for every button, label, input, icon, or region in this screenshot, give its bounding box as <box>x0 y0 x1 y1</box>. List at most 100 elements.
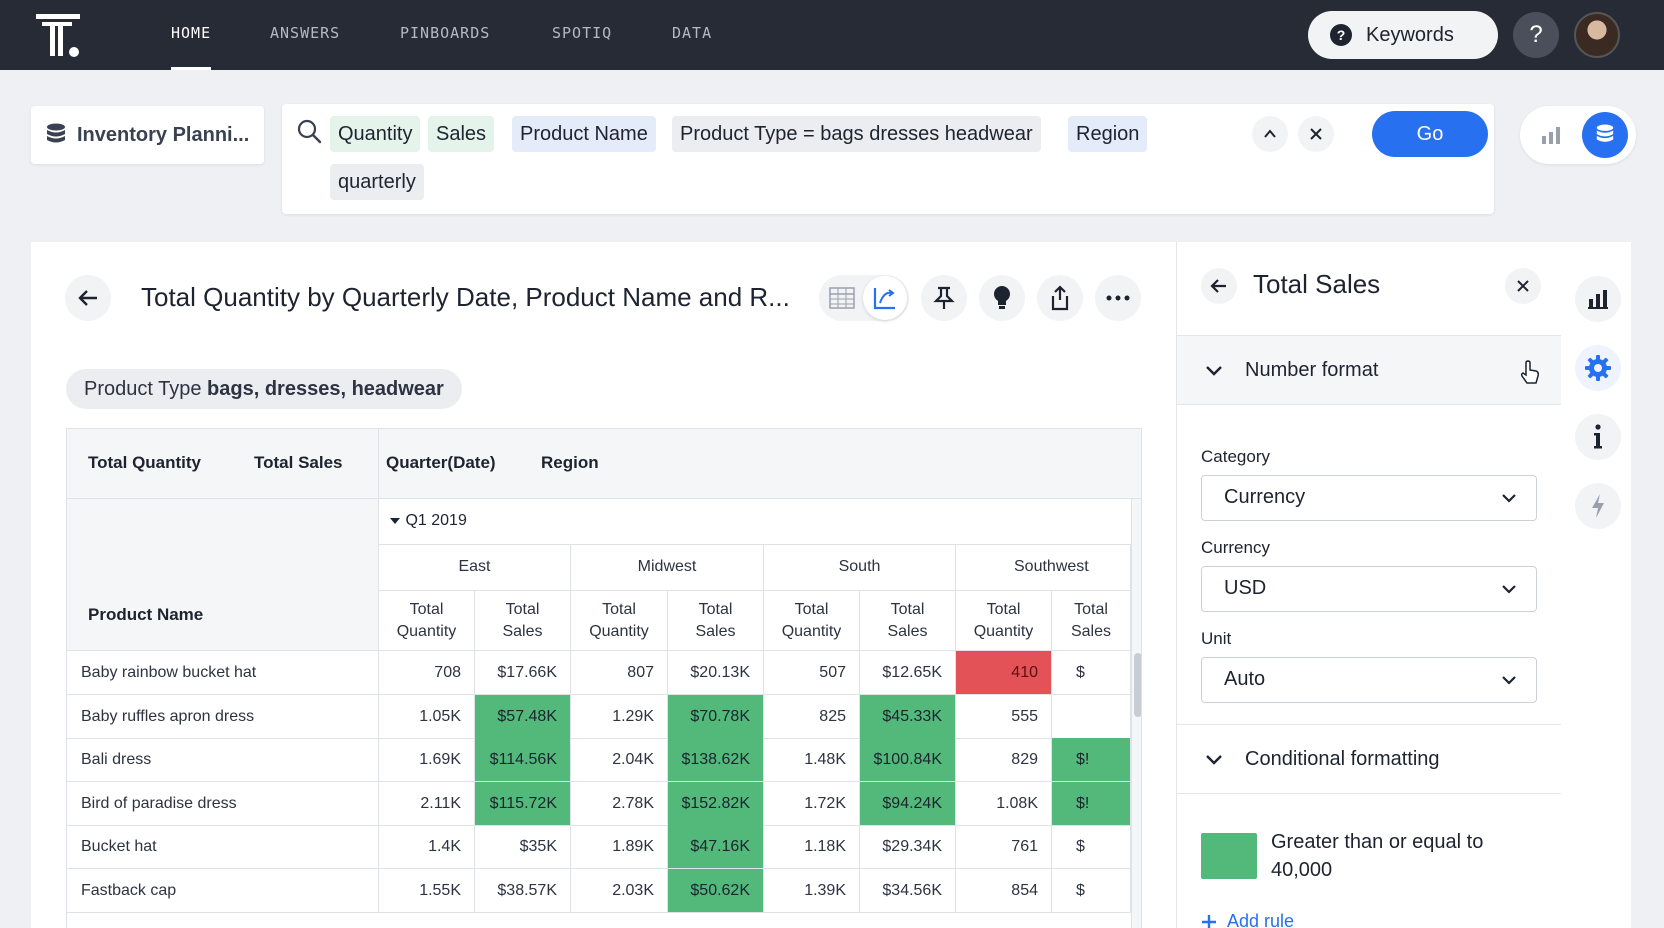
table-cell[interactable]: $70.78K <box>668 695 764 739</box>
table-cell[interactable]: $114.56K <box>475 738 571 782</box>
data-mode-button[interactable] <box>1582 112 1628 158</box>
number-format-section-header[interactable]: Number format <box>1177 335 1562 405</box>
user-avatar[interactable] <box>1574 12 1620 58</box>
table-cell[interactable]: 807 <box>571 651 668 695</box>
table-cell[interactable]: $34.56K <box>860 869 956 913</box>
collapse-search-button[interactable] <box>1252 116 1288 152</box>
go-button[interactable]: Go <box>1372 111 1488 157</box>
table-cell[interactable]: $152.82K <box>668 782 764 826</box>
table-cell[interactable]: $138.62K <box>668 738 764 782</box>
table-cell[interactable]: 1.48K <box>764 738 860 782</box>
conditional-formatting-section-header[interactable]: Conditional formatting <box>1177 724 1562 794</box>
metric-header-total-sales[interactable]: Total Sales <box>668 591 764 651</box>
column-header-total-quantity[interactable]: Total Quantity <box>88 453 202 472</box>
metric-header-total-quantity[interactable]: Total Quantity <box>956 591 1052 651</box>
clear-search-button[interactable] <box>1298 116 1334 152</box>
row-product-name[interactable]: Bucket hat <box>67 825 379 869</box>
chart-mode-button[interactable] <box>1534 118 1568 152</box>
table-cell[interactable]: $57.48K <box>475 695 571 739</box>
row-product-name[interactable]: Bali dress <box>67 738 379 782</box>
row-product-name[interactable]: Baby rainbow bucket hat <box>67 651 379 695</box>
settings-button[interactable] <box>1575 345 1621 391</box>
search-token-quarterly[interactable]: quarterly <box>330 164 424 200</box>
keywords-button[interactable]: ? Keywords <box>1308 11 1498 59</box>
table-cell[interactable]: $35K <box>475 825 571 869</box>
table-cell[interactable]: 854 <box>956 869 1052 913</box>
table-cell[interactable]: $ <box>1052 825 1131 869</box>
nav-pinboards[interactable]: PINBOARDS <box>400 24 491 42</box>
table-cell[interactable]: 2.04K <box>571 738 668 782</box>
currency-select[interactable]: USD <box>1201 566 1537 612</box>
filter-chip-product-type[interactable]: Product Type bags, dresses, headwear <box>66 369 462 409</box>
table-cell[interactable]: 2.11K <box>379 782 475 826</box>
conditional-rule-text[interactable]: Greater than or equal to 40,000 <box>1271 831 1484 881</box>
search-bar[interactable]: Quantity Sales Product Name Product Type… <box>282 104 1494 214</box>
table-cell[interactable]: $47.16K <box>668 825 764 869</box>
share-button[interactable] <box>1037 275 1083 321</box>
help-button[interactable]: ? <box>1513 12 1559 58</box>
metric-header-total-quantity[interactable]: Total Quantity <box>379 591 475 651</box>
table-cell[interactable]: 1.72K <box>764 782 860 826</box>
table-cell[interactable]: 1.89K <box>571 825 668 869</box>
quarter-group-row[interactable]: Q1 2019 <box>379 499 1131 545</box>
back-button[interactable] <box>65 275 111 321</box>
row-product-name[interactable]: Baby ruffles apron dress <box>67 695 379 739</box>
column-header-region[interactable]: Region <box>541 453 599 472</box>
table-cell[interactable]: 829 <box>956 738 1052 782</box>
more-options-button[interactable] <box>1095 275 1141 321</box>
table-cell[interactable]: 2.03K <box>571 869 668 913</box>
spotiq-analyze-button[interactable] <box>979 275 1025 321</box>
row-product-name[interactable]: Bird of paradise dress <box>67 782 379 826</box>
thoughtspot-logo[interactable] <box>36 14 82 58</box>
nav-spotiq[interactable]: SPOTIQ <box>552 24 613 42</box>
rule-color-swatch[interactable] <box>1201 833 1257 879</box>
column-header-total-sales[interactable]: Total Sales <box>254 453 343 472</box>
row-product-name[interactable]: Fastback cap <box>67 869 379 913</box>
chart-config-button[interactable] <box>1575 276 1621 322</box>
unit-select[interactable]: Auto <box>1201 657 1537 703</box>
table-cell[interactable]: 761 <box>956 825 1052 869</box>
panel-back-button[interactable] <box>1201 268 1237 304</box>
scrollbar-thumb[interactable] <box>1134 653 1141 717</box>
table-cell[interactable]: 555 <box>956 695 1052 739</box>
table-cell[interactable]: $45.33K <box>860 695 956 739</box>
metric-header-total-quantity[interactable]: Total Quantity <box>571 591 668 651</box>
spotiq-insights-button[interactable] <box>1575 483 1621 529</box>
table-cell[interactable]: 1.69K <box>379 738 475 782</box>
table-cell[interactable]: 507 <box>764 651 860 695</box>
table-cell[interactable]: $ <box>1052 651 1131 695</box>
panel-close-button[interactable] <box>1505 268 1541 304</box>
table-cell[interactable]: $94.24K <box>860 782 956 826</box>
metric-header-total-sales[interactable]: Total Sales <box>860 591 956 651</box>
vertical-scrollbar[interactable] <box>1131 499 1141 928</box>
nav-answers[interactable]: ANSWERS <box>270 24 341 42</box>
answer-title[interactable]: Total Quantity by Quarterly Date, Produc… <box>141 282 790 312</box>
search-token-region[interactable]: Region <box>1068 116 1148 152</box>
table-cell[interactable]: $ <box>1052 869 1131 913</box>
table-cell[interactable]: $38.57K <box>475 869 571 913</box>
column-header-quarter-date[interactable]: Quarter(Date) <box>386 453 496 472</box>
table-cell[interactable]: 2.78K <box>571 782 668 826</box>
table-cell[interactable]: $12.65K <box>860 651 956 695</box>
metric-header-total-quantity[interactable]: Total Quantity <box>764 591 860 651</box>
pin-button[interactable] <box>921 275 967 321</box>
data-source-selector[interactable]: Inventory Planni... <box>31 106 264 164</box>
table-cell[interactable]: $20.13K <box>668 651 764 695</box>
search-token-quantity[interactable]: Quantity <box>330 116 421 152</box>
table-cell[interactable]: 708 <box>379 651 475 695</box>
table-cell[interactable]: $115.72K <box>475 782 571 826</box>
table-cell[interactable]: $50.62K <box>668 869 764 913</box>
nav-home[interactable]: HOME <box>171 0 212 70</box>
nav-data[interactable]: DATA <box>672 24 713 42</box>
add-rule-button[interactable]: Add rule <box>1201 911 1294 928</box>
table-cell[interactable]: 1.29K <box>571 695 668 739</box>
chart-type-button[interactable] <box>863 276 907 320</box>
table-cell[interactable]: $29.34K <box>860 825 956 869</box>
row-header-product-name[interactable]: Product Name <box>88 605 204 624</box>
table-cell[interactable]: 1.55K <box>379 869 475 913</box>
table-cell[interactable]: $! <box>1052 782 1131 826</box>
table-cell[interactable]: 1.05K <box>379 695 475 739</box>
table-cell[interactable]: 410 <box>956 651 1052 695</box>
table-cell[interactable]: 1.39K <box>764 869 860 913</box>
metric-header-total-sales[interactable]: Total Sales <box>475 591 571 651</box>
